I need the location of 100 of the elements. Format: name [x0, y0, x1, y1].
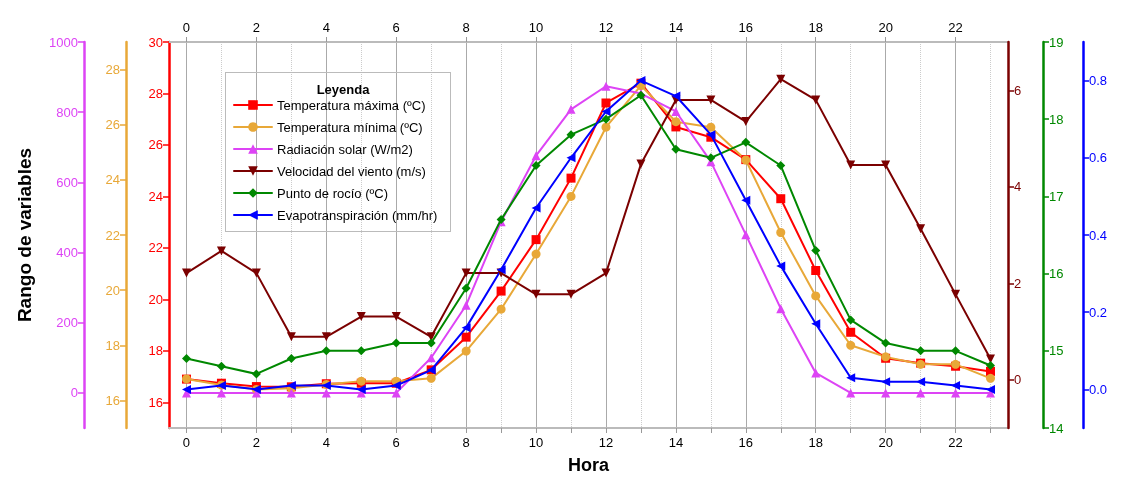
point — [881, 338, 891, 348]
point — [916, 377, 926, 387]
x2-tick-label: 14 — [668, 20, 684, 35]
y3-tick-label: 0.4 — [1089, 227, 1108, 243]
y3-tick-label: 22 — [148, 240, 163, 256]
point — [496, 304, 506, 314]
y2-tick-label: 20 — [105, 282, 120, 298]
legend-label: Radiación solar (W/m2) — [277, 141, 413, 157]
point — [846, 327, 856, 337]
point — [321, 346, 331, 356]
x-tick-label: 18 — [808, 435, 823, 450]
point — [706, 153, 716, 163]
x-tick-label: 16 — [738, 435, 754, 450]
point — [601, 114, 611, 124]
x2-tick-label: 18 — [808, 20, 823, 35]
y-tick-label: 2 — [1014, 275, 1022, 291]
y3-tick-label: 26 — [148, 137, 163, 153]
point — [531, 203, 541, 213]
point — [356, 346, 366, 356]
point — [566, 289, 576, 299]
y3-tick-label: 0.6 — [1089, 150, 1108, 166]
y-tick-label: 400 — [56, 245, 78, 261]
y2-tick-label: 16 — [105, 392, 120, 408]
point — [566, 153, 576, 163]
y-tick-label: 6 — [1014, 82, 1022, 98]
point — [216, 246, 226, 256]
y2-tick-label: 14 — [1049, 420, 1064, 436]
point — [951, 346, 961, 356]
point — [986, 373, 996, 383]
x2-tick-label: 0 — [182, 20, 191, 35]
point — [776, 161, 786, 171]
point — [671, 117, 681, 127]
legend-title: Leyenda — [316, 82, 371, 97]
legend-label: Temperatura máxima (ºC) — [277, 97, 426, 113]
y-tick-label: 600 — [56, 174, 78, 190]
point — [811, 95, 821, 105]
point — [321, 332, 331, 342]
point — [286, 354, 296, 364]
x2-tick-label: 4 — [322, 20, 330, 35]
point — [531, 249, 541, 259]
point — [461, 300, 471, 310]
point — [426, 338, 436, 348]
point — [531, 235, 541, 245]
point — [706, 122, 716, 132]
point — [426, 373, 436, 383]
legend-label: Velocidad del viento (m/s) — [277, 163, 426, 179]
point — [601, 268, 611, 278]
point — [181, 268, 191, 278]
legend-label: Temperatura mínima (ºC) — [277, 119, 423, 135]
x-axis-title: Hora — [567, 455, 610, 475]
point — [251, 369, 261, 379]
y-tick-label: 800 — [56, 104, 78, 120]
point — [391, 338, 401, 348]
y2-tick-label: 16 — [1049, 266, 1064, 282]
y2-tick-label: 18 — [105, 337, 120, 353]
y-tick-label: 200 — [56, 315, 78, 331]
y-tick-label: 1000 — [49, 34, 78, 50]
point — [531, 161, 541, 171]
x2-tick-label: 10 — [528, 20, 544, 35]
point — [566, 130, 576, 140]
point — [916, 224, 926, 234]
x-tick-label: 6 — [392, 435, 400, 450]
point — [496, 286, 506, 296]
x2-tick-label: 22 — [948, 20, 963, 35]
x-tick-label: 14 — [668, 435, 684, 450]
point — [741, 117, 751, 127]
x-tick-label: 4 — [322, 435, 330, 450]
point — [741, 137, 751, 147]
point — [951, 289, 961, 299]
x2-tick-label: 16 — [738, 20, 754, 35]
y2-tick-label: 24 — [105, 172, 120, 188]
y-tick-label: 0 — [1014, 372, 1022, 388]
point — [881, 377, 891, 387]
y-tick-label: 0 — [70, 385, 78, 401]
point — [461, 346, 471, 356]
point — [566, 173, 576, 183]
x2-tick-label: 20 — [878, 20, 893, 35]
y2-tick-label: 15 — [1049, 343, 1064, 359]
point — [986, 360, 996, 370]
point — [671, 144, 681, 154]
point — [846, 315, 856, 325]
y2-tick-label: 26 — [105, 117, 120, 133]
y3-tick-label: 16 — [148, 394, 163, 410]
point — [811, 245, 821, 255]
point — [811, 291, 821, 301]
point — [391, 312, 401, 322]
y2-tick-label: 18 — [1049, 111, 1064, 127]
x-tick-label: 12 — [598, 435, 614, 450]
y3-tick-label: 0.2 — [1089, 304, 1108, 320]
point — [601, 98, 611, 108]
y3-tick-label: 20 — [148, 291, 163, 307]
y2-tick-label: 17 — [1049, 188, 1064, 204]
y3-tick-label: 28 — [148, 85, 163, 101]
y-axis-title: Rango de variables — [14, 147, 35, 323]
point — [846, 340, 856, 350]
point — [216, 361, 226, 371]
point — [356, 312, 366, 322]
x-tick-label: 2 — [252, 435, 261, 450]
point — [181, 354, 191, 364]
point — [601, 122, 611, 132]
